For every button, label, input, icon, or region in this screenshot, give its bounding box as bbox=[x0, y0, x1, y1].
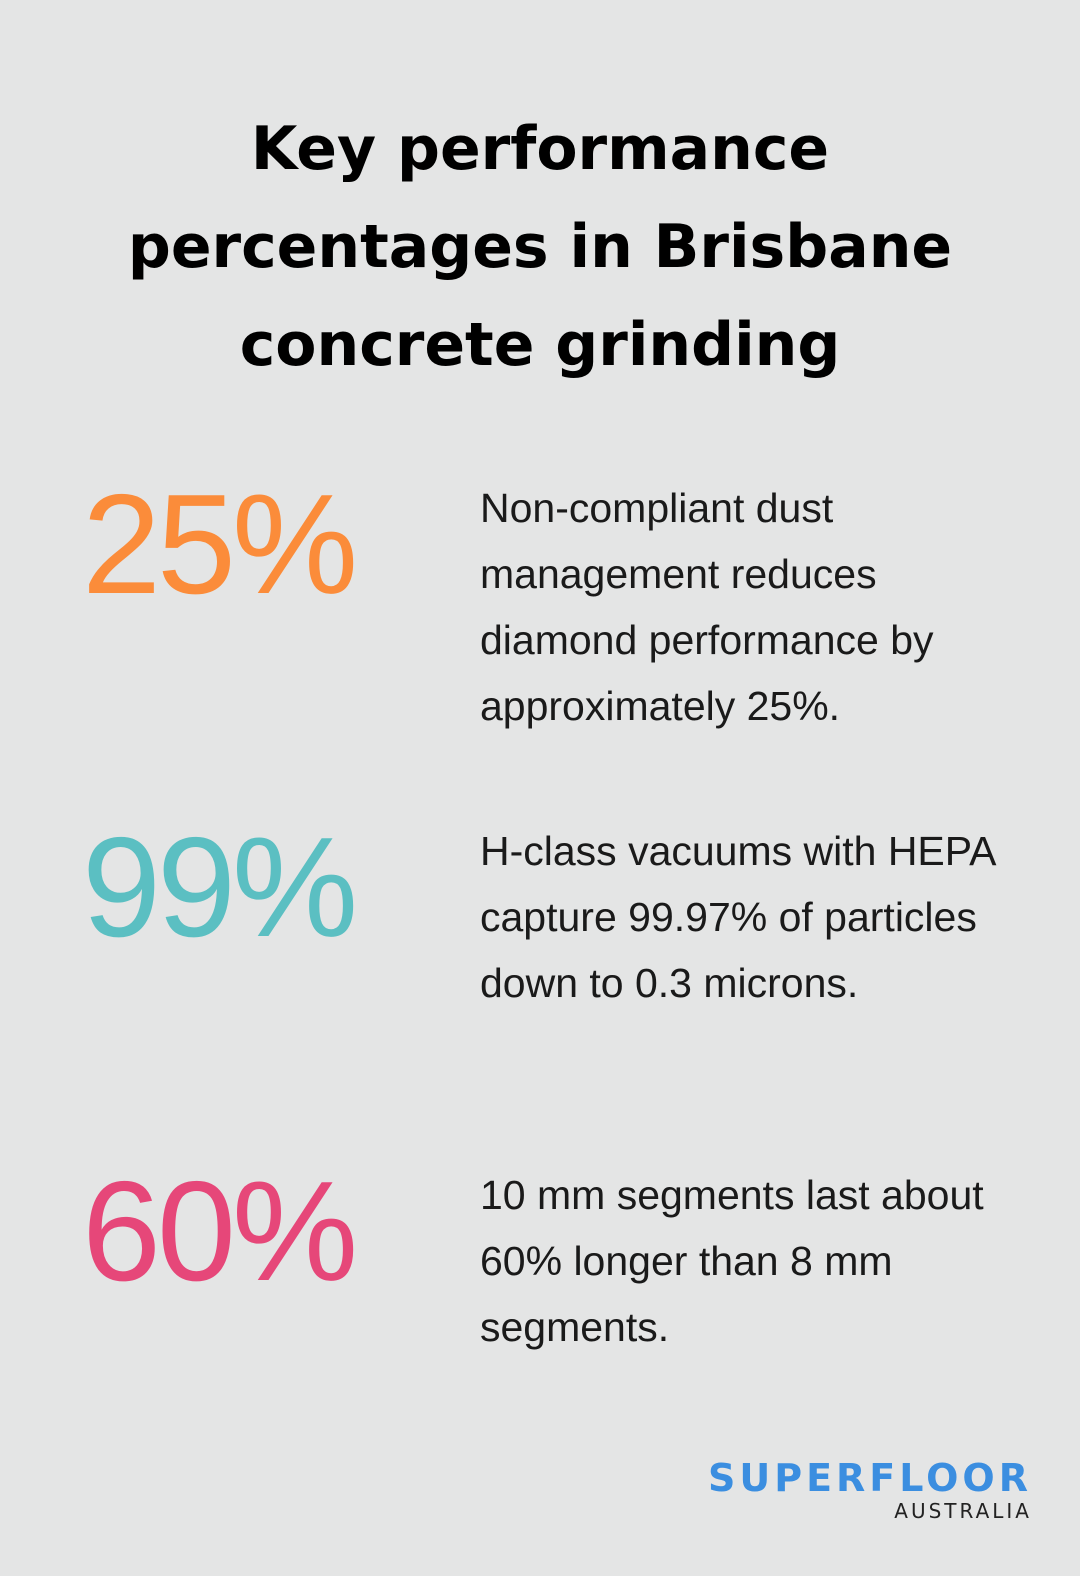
stat-figure: 99% bbox=[82, 808, 358, 967]
stat-figure: 25% bbox=[82, 465, 358, 624]
stat-figure: 60% bbox=[82, 1152, 358, 1311]
logo-name: SUPERFLOOR bbox=[708, 1456, 1032, 1500]
stat: 99% H-class vacuums with HEPA capture 99… bbox=[0, 808, 1080, 1108]
logo: SUPERFLOOR AUSTRALIA bbox=[708, 1458, 1032, 1524]
stat-text: H-class vacuums with HEPA capture 99.97%… bbox=[480, 828, 995, 1006]
stat-text: Non-compliant dust management reduces di… bbox=[480, 485, 934, 729]
stat: 60% 10 mm segments last about 60% longer… bbox=[0, 1152, 1080, 1452]
title: Key performance percentages in Brisbane … bbox=[127, 114, 953, 380]
stat: 25% Non-compliant dust management reduce… bbox=[0, 465, 1080, 765]
stat-text: 10 mm segments last about 60% longer tha… bbox=[480, 1172, 984, 1350]
logo-region: AUSTRALIA bbox=[894, 1499, 1032, 1523]
